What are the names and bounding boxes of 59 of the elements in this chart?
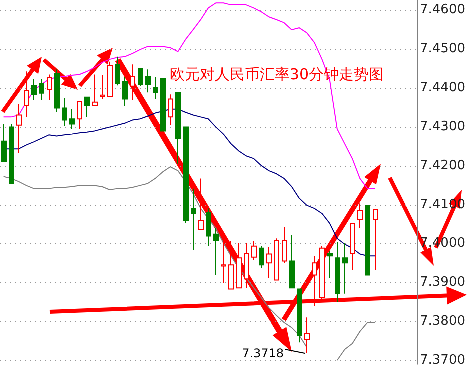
- y-tick-label: 7.3800: [420, 314, 466, 330]
- candlestick: [84, 96, 90, 118]
- candlestick: [62, 98, 67, 127]
- candlestick: [160, 78, 166, 132]
- candlestick: [130, 64, 135, 101]
- candlestick: [47, 74, 52, 101]
- y-tick-label: 7.4600: [420, 2, 466, 18]
- candlestick: [16, 104, 22, 154]
- candlestick: [274, 238, 279, 281]
- candlestick: [39, 78, 44, 101]
- y-tick-label: 7.4200: [420, 158, 466, 174]
- annotation: 7.3718: [242, 346, 284, 360]
- candlestick: [213, 228, 219, 276]
- candlestick: [100, 75, 105, 100]
- candlestick: [183, 126, 189, 224]
- candlestick: [342, 242, 348, 294]
- candlestick: [297, 288, 302, 344]
- candlestick: [266, 246, 272, 278]
- candlestick: [304, 317, 310, 354]
- candlestick: [312, 256, 317, 306]
- candlestick: [77, 101, 82, 130]
- candlestick: [153, 76, 158, 100]
- y-tick-label: 7.4300: [420, 119, 466, 134]
- y-tick-label: 7.3900: [420, 275, 466, 290]
- candlestick: [221, 242, 226, 284]
- candlestick: [373, 209, 378, 271]
- candlestick: [319, 246, 325, 302]
- candlestick: [138, 68, 143, 87]
- y-tick-label: 7.4500: [420, 42, 466, 57]
- candlestick: [9, 124, 14, 184]
- candlestick: [335, 242, 340, 303]
- candlestick: [31, 78, 37, 101]
- candlestick: [24, 71, 29, 118]
- candlestick: [206, 208, 211, 247]
- candlestick: [259, 246, 264, 269]
- y-tick-label: 7.3700: [420, 353, 466, 367]
- candlestick: [198, 178, 204, 230]
- candlestick: [251, 240, 257, 261]
- candlestick: [357, 203, 363, 230]
- candlestick: [115, 56, 120, 86]
- candlestick: [191, 188, 196, 251]
- candlestick: [1, 124, 7, 162]
- y-tick-label: 7.4400: [420, 80, 466, 96]
- candlestick: [282, 226, 287, 264]
- candlestick: [175, 92, 181, 164]
- candlestick: [244, 242, 249, 289]
- candlestick: [350, 222, 355, 271]
- candlestick: [69, 108, 75, 130]
- candlestick: [145, 69, 151, 94]
- candlestick: [327, 250, 333, 278]
- candlestick: [92, 74, 98, 106]
- candlestick: [168, 94, 173, 126]
- candlestick: [122, 76, 128, 107]
- candlestick: [289, 235, 295, 289]
- candlestick: [54, 69, 60, 114]
- candlestick: [365, 205, 370, 276]
- candlestick: [228, 240, 234, 290]
- candlestick: [107, 61, 113, 98]
- candlestick: [236, 242, 242, 289]
